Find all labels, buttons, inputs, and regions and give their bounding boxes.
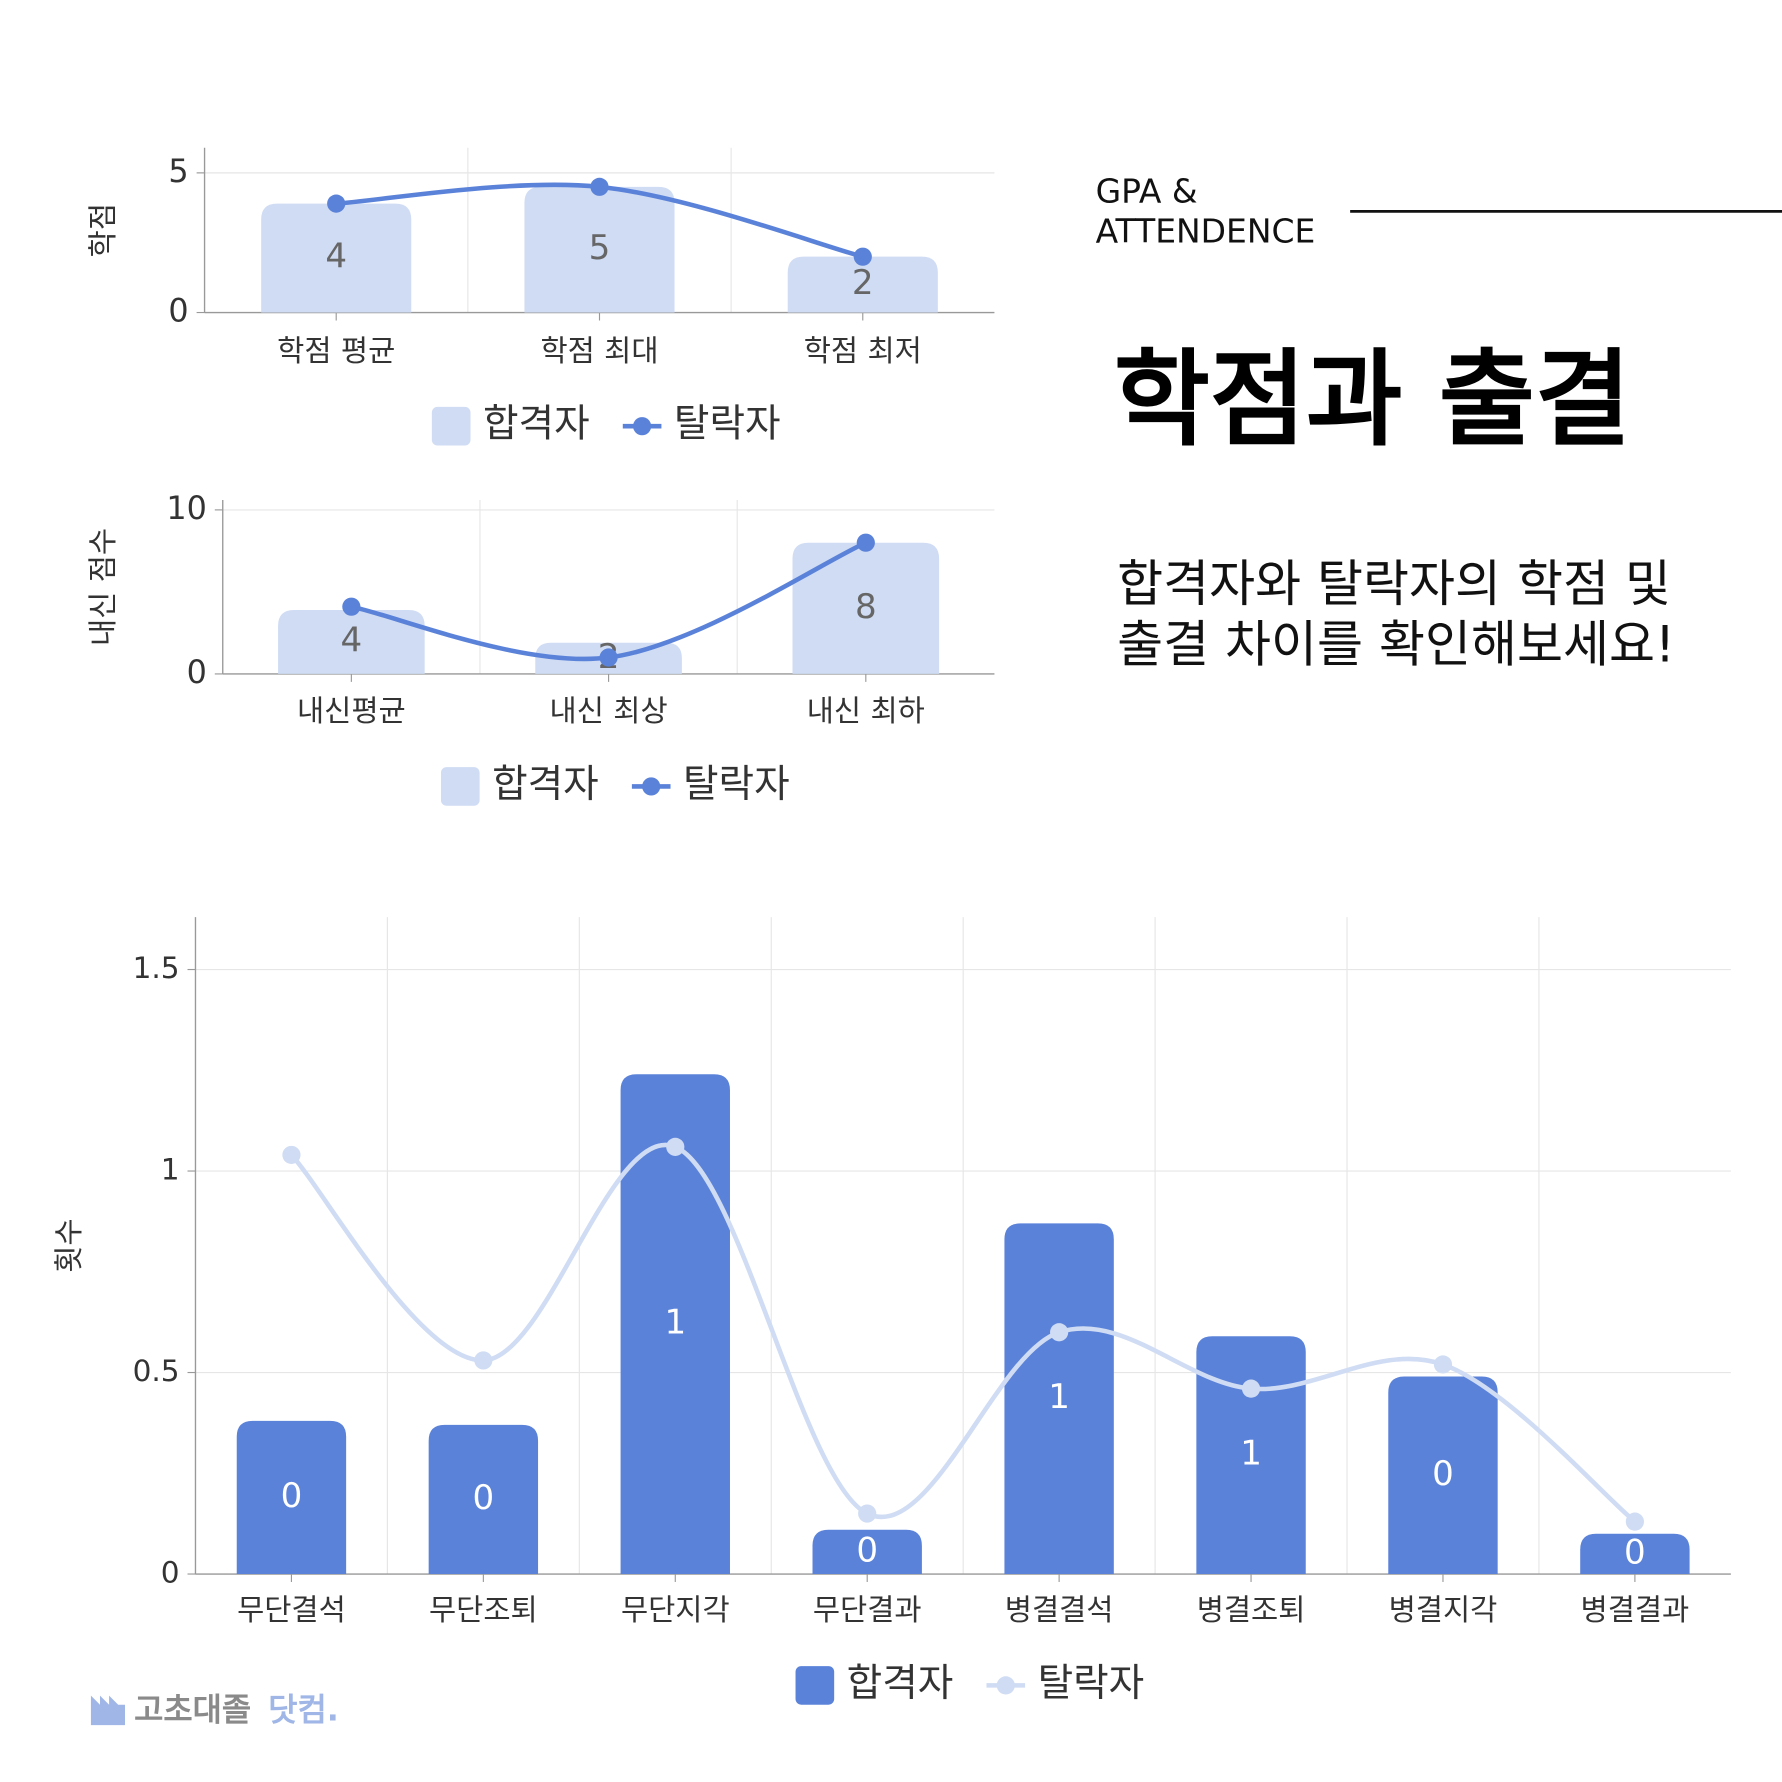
y-axis-label: 내신 점수 <box>86 528 120 646</box>
bar-value-label: 0 <box>856 1530 878 1570</box>
bar-value-label: 8 <box>855 587 877 627</box>
bar <box>1004 1223 1114 1575</box>
bar <box>1196 1336 1306 1575</box>
y-tick-label: 1 <box>161 1153 180 1187</box>
line-point <box>1433 1355 1453 1374</box>
line-point <box>342 597 361 616</box>
line-point <box>1050 1323 1069 1342</box>
legend-swatch <box>642 777 661 796</box>
legend-label: 합격자 <box>847 1661 954 1706</box>
y-tick-label: 5 <box>168 152 188 190</box>
bar <box>812 1529 922 1575</box>
bar <box>1580 1533 1690 1575</box>
line-point <box>327 194 346 213</box>
kicker: GPA & <box>1096 172 1198 211</box>
x-tick-label: 병결결석 <box>1005 1593 1114 1627</box>
x-tick-label: 무단결과 <box>813 1593 922 1627</box>
line-point <box>858 1504 877 1523</box>
bar-value-label: 2 <box>852 263 874 303</box>
y-axis-label: 학점 <box>86 203 120 257</box>
legend-swatch <box>996 1676 1015 1695</box>
title: 학점과 출결 <box>1114 339 1631 461</box>
x-tick-label: 학점 최대 <box>540 334 658 368</box>
line-point <box>599 648 618 667</box>
bar-value-label: 5 <box>589 228 611 268</box>
bar-value-label: 0 <box>281 1476 303 1516</box>
line-point <box>1241 1379 1261 1398</box>
bar-value-label: 1 <box>1240 1434 1262 1474</box>
line-point <box>282 1145 301 1164</box>
x-tick-label: 내신 최상 <box>550 694 668 728</box>
y-tick-label: 0.5 <box>133 1354 180 1388</box>
line-point <box>856 533 875 552</box>
legend-swatch <box>633 417 652 436</box>
line <box>289 1142 1637 1524</box>
bar <box>792 542 940 674</box>
bar-value-label: 0 <box>1624 1532 1646 1572</box>
bar-value-label: 1 <box>664 1303 686 1343</box>
line-point <box>474 1351 493 1370</box>
y-tick-label: 0 <box>168 292 188 330</box>
logo-suffix: 닷컴. <box>268 1691 339 1729</box>
bar <box>236 1420 347 1575</box>
x-tick-label: 무단결석 <box>237 1593 346 1627</box>
bar-value-label: 4 <box>325 237 347 277</box>
y-tick-label: 1.5 <box>133 951 180 985</box>
x-tick-label: 내신평균 <box>297 694 406 728</box>
bar <box>787 256 938 313</box>
line-point <box>853 247 872 266</box>
x-tick-label: 병결조퇴 <box>1197 1593 1306 1627</box>
logo-icon <box>90 1695 126 1726</box>
x-tick-label: 내신 최하 <box>807 694 925 728</box>
x-tick-label: 무단조퇴 <box>429 1593 538 1627</box>
x-tick-label: 병결결과 <box>1581 1593 1690 1627</box>
x-tick-label: 병결지각 <box>1389 1593 1498 1627</box>
y-tick-label: 0 <box>187 653 207 691</box>
subtitle: 합격자와 탈락자의 학점 및 <box>1117 555 1671 613</box>
legend-swatch <box>795 1666 835 1705</box>
legend-swatch <box>431 406 471 446</box>
logo-name: 고초대졸 <box>134 1691 251 1729</box>
legend-swatch <box>440 767 480 806</box>
legend-label: 탈락자 <box>674 402 781 447</box>
line-point <box>666 1137 685 1156</box>
bar <box>278 609 425 674</box>
x-tick-label: 무단지각 <box>621 1593 730 1627</box>
bar-value-label: 0 <box>473 1478 495 1518</box>
bar <box>428 1424 539 1575</box>
y-tick-label: 10 <box>166 489 206 527</box>
legend-label: 탈락자 <box>1038 1661 1145 1706</box>
bar-value-label: 4 <box>341 620 363 660</box>
bar <box>524 186 675 313</box>
bar-value-label: 1 <box>1048 1377 1070 1417</box>
x-tick-label: 학점 최저 <box>804 334 922 368</box>
bar <box>620 1074 730 1575</box>
y-tick-label: 0 <box>161 1556 180 1590</box>
legend-label: 탈락자 <box>683 762 790 807</box>
bar <box>261 203 412 313</box>
x-tick-label: 학점 평균 <box>277 334 395 368</box>
subtitle: 출결 차이를 확인해보세요! <box>1117 615 1675 673</box>
y-axis-label: 횟수 <box>52 1218 86 1272</box>
legend-label: 합격자 <box>483 402 590 447</box>
line-point <box>590 177 609 196</box>
legend-label: 합격자 <box>492 762 599 807</box>
kicker: ATTENDENCE <box>1096 211 1316 250</box>
bar-value-label: 0 <box>1432 1454 1454 1494</box>
bar <box>1388 1376 1498 1575</box>
line-point <box>1625 1512 1644 1531</box>
